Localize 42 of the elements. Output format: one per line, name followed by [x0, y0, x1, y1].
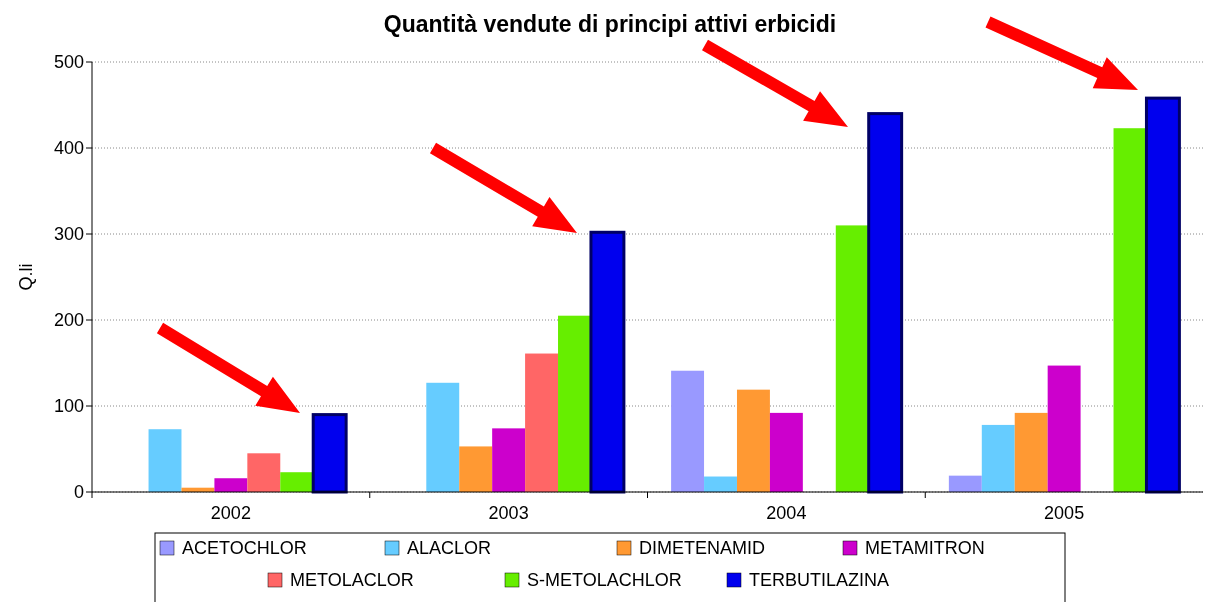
bar: [589, 230, 626, 494]
chart-title: Quantità vendute di principi attivi erbicidi: [383, 11, 837, 37]
legend-label: ACETOCHLOR: [182, 538, 307, 559]
bar: [1014, 412, 1048, 492]
legend-label: METOLACLOR: [290, 570, 414, 591]
bar: [1113, 128, 1147, 492]
bar: [769, 412, 803, 492]
x-tick-label: 2002: [210, 503, 251, 523]
y-tick-label: 400: [53, 138, 84, 159]
bar: [280, 472, 314, 492]
bar: [247, 453, 281, 492]
bar: [867, 112, 904, 494]
bar: [736, 389, 770, 492]
legend-label: METAMITRON: [865, 538, 985, 559]
y-axis-title: Q.li: [16, 263, 36, 291]
x-tick-label: 2003: [488, 503, 529, 523]
bar: [558, 315, 591, 492]
bar: [981, 424, 1015, 492]
x-tick-label: 2005: [1044, 503, 1085, 523]
bar: [671, 370, 705, 492]
y-tick-label: 200: [53, 310, 84, 331]
bar: [1047, 365, 1081, 492]
legend-label: S-METOLACHLOR: [527, 570, 682, 591]
bar: [704, 476, 737, 492]
bar: [311, 413, 348, 494]
bar: [459, 446, 493, 492]
y-tick-label: 0: [73, 482, 84, 503]
y-tick-label: 300: [53, 224, 84, 245]
bar: [148, 429, 182, 492]
bar: [426, 382, 460, 492]
y-tick-label: 500: [53, 52, 84, 73]
bar: [948, 475, 982, 492]
bar: [492, 428, 526, 492]
x-tick-label: 2004: [766, 503, 807, 523]
legend-label: ALACLOR: [407, 538, 492, 559]
bar: [835, 225, 869, 492]
bar: [1144, 96, 1181, 494]
legend-label: DIMETENAMID: [639, 538, 765, 559]
bar: [214, 478, 248, 492]
legend-label: TERBUTILAZINA: [749, 570, 890, 591]
bar: [525, 353, 559, 492]
y-tick-label: 100: [53, 396, 84, 417]
